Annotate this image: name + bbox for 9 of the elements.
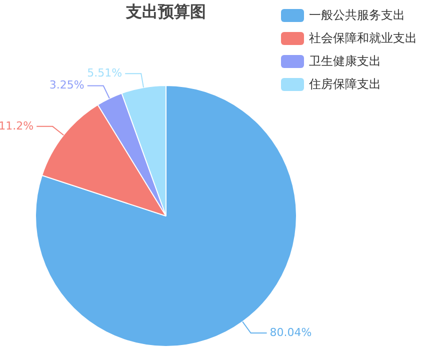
data-label: 5.51% — [87, 66, 122, 80]
data-label: 11.2% — [0, 119, 34, 132]
legend-label: 社会保障和就业支出 — [309, 30, 417, 47]
legend-label: 一般公共服务支出 — [309, 7, 405, 24]
legend-label: 卫生健康支出 — [309, 53, 381, 70]
legend-label: 住房保障支出 — [309, 76, 381, 93]
data-label: 3.25% — [49, 78, 84, 92]
data-label: 80.04% — [270, 326, 312, 339]
chart-title: 支出预算图 — [125, 2, 207, 23]
